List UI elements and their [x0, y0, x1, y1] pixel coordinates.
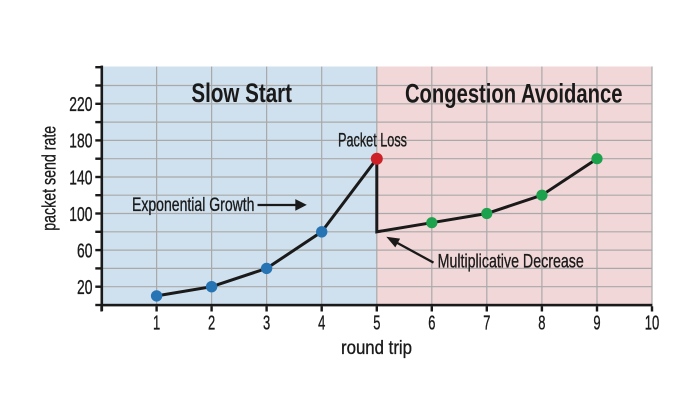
svg-text:Slow Start: Slow Start [191, 78, 292, 108]
svg-text:9: 9 [593, 313, 600, 335]
svg-text:Packet Loss: Packet Loss [338, 131, 407, 152]
svg-text:8: 8 [538, 313, 545, 335]
svg-text:6: 6 [428, 313, 435, 335]
svg-text:1: 1 [153, 313, 160, 335]
svg-text:7: 7 [483, 313, 490, 335]
svg-text:4: 4 [318, 313, 325, 335]
svg-text:packet send rate: packet send rate [40, 126, 61, 231]
svg-text:Exponential Growth: Exponential Growth [132, 195, 255, 216]
svg-text:100: 100 [69, 204, 92, 226]
svg-text:220: 220 [69, 94, 92, 116]
svg-text:60: 60 [77, 240, 92, 262]
svg-text:round trip: round trip [341, 338, 412, 359]
svg-text:2: 2 [208, 313, 215, 335]
svg-text:180: 180 [69, 131, 92, 153]
svg-text:10: 10 [645, 313, 660, 335]
svg-text:20: 20 [77, 277, 92, 299]
svg-text:5: 5 [373, 313, 380, 335]
svg-text:3: 3 [263, 313, 270, 335]
svg-text:Multiplicative Decrease: Multiplicative Decrease [438, 252, 584, 273]
svg-text:Congestion Avoidance: Congestion Avoidance [405, 79, 623, 109]
svg-text:140: 140 [69, 167, 92, 189]
